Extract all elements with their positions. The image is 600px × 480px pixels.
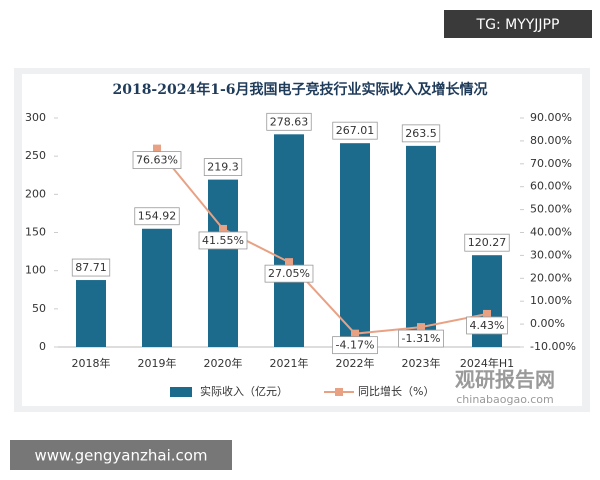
y-tick-label: 50 xyxy=(32,302,46,315)
y-tick-label: 100 xyxy=(25,264,46,277)
line xyxy=(156,147,488,335)
line-marker xyxy=(351,329,359,338)
y2-tick-label: -10.00% xyxy=(530,340,576,353)
y2-tick-label: 20.00% xyxy=(530,271,572,284)
label-box xyxy=(464,233,510,252)
bar-value-label: 120.27 xyxy=(468,236,507,249)
y2-tick-label: 70.00% xyxy=(530,157,572,170)
bar-value-label: 263.5 xyxy=(405,127,437,140)
bar-value-label: 278.63 xyxy=(270,115,309,128)
y2-tick-label: 10.00% xyxy=(530,294,572,307)
x-tick-label: 2022年 xyxy=(336,356,375,370)
y-tick-label: 250 xyxy=(25,149,46,162)
y2-tick-label: 40.00% xyxy=(530,226,572,239)
legend-label: 同比增长（%） xyxy=(358,384,434,398)
line-value-label: 4.43% xyxy=(470,319,505,332)
label-box xyxy=(71,258,111,277)
y2-tick-label: 90.00% xyxy=(530,111,572,124)
y-tick-label: 200 xyxy=(25,187,46,200)
x-tick-label: 2019年 xyxy=(138,356,177,370)
watermark-brand: 观研报告网 xyxy=(455,368,555,392)
label-box xyxy=(198,231,248,250)
bar-value-label: 219.3 xyxy=(207,161,239,174)
label-box xyxy=(332,336,378,355)
label-box xyxy=(398,329,444,348)
y2-tick-label: 0.00% xyxy=(530,317,565,330)
label-box xyxy=(266,112,312,131)
chart-title: 2018-2024年1-6月我国电子竞技行业实际收入及增长情况 xyxy=(112,81,487,98)
bar xyxy=(340,143,370,347)
y-tick-label: 150 xyxy=(25,226,46,239)
y-tick-label: 300 xyxy=(25,111,46,124)
footer-box xyxy=(10,440,232,470)
label-box xyxy=(132,151,182,170)
y2-tick-label: 80.00% xyxy=(530,134,572,147)
line-marker xyxy=(219,224,227,233)
bar xyxy=(76,280,106,347)
tg-badge: TG: MYYJJPP xyxy=(476,17,560,33)
line-marker xyxy=(483,309,491,318)
line-marker xyxy=(285,258,293,267)
line-value-label: -1.31% xyxy=(402,332,441,345)
bar xyxy=(208,179,238,347)
bar xyxy=(142,228,172,347)
y2-tick-label: 30.00% xyxy=(530,248,572,261)
bar xyxy=(274,134,304,347)
y2-tick-label: 50.00% xyxy=(530,203,572,216)
label-box xyxy=(203,158,243,177)
x-tick-label: 2021年 xyxy=(270,356,309,370)
legend-swatch xyxy=(170,387,192,397)
bar-value-label: 87.71 xyxy=(75,261,107,274)
line-marker xyxy=(153,144,161,153)
line-value-label: 76.63% xyxy=(136,154,178,167)
line-value-label: 27.05% xyxy=(268,267,310,280)
label-box xyxy=(264,264,314,283)
y2-tick-label: 60.00% xyxy=(530,180,572,193)
line-value-label: 41.55% xyxy=(202,234,244,247)
bar-value-label: 154.92 xyxy=(138,210,177,223)
bar xyxy=(406,145,436,347)
watermark-url: chinabaogao.com xyxy=(456,393,554,406)
site-footer: www.gengyanzhai.com xyxy=(34,447,207,465)
legend-label: 实际收入（亿元） xyxy=(200,384,288,398)
label-box xyxy=(466,316,508,335)
label-box xyxy=(332,121,378,140)
x-tick-label: 2018年 xyxy=(72,356,111,370)
x-tick-label: 2023年 xyxy=(402,356,441,370)
bar-value-label: 267.01 xyxy=(336,124,375,137)
y-tick-label: 0 xyxy=(39,340,46,353)
label-box xyxy=(134,207,180,226)
line-value-label: -4.17% xyxy=(336,339,375,352)
x-tick-label: 2020年 xyxy=(204,356,243,370)
legend-swatch xyxy=(335,388,343,396)
line-marker xyxy=(417,323,425,332)
badge-box xyxy=(444,10,592,38)
label-box xyxy=(401,124,441,143)
x-tick-label: 2024年H1 xyxy=(460,356,514,370)
